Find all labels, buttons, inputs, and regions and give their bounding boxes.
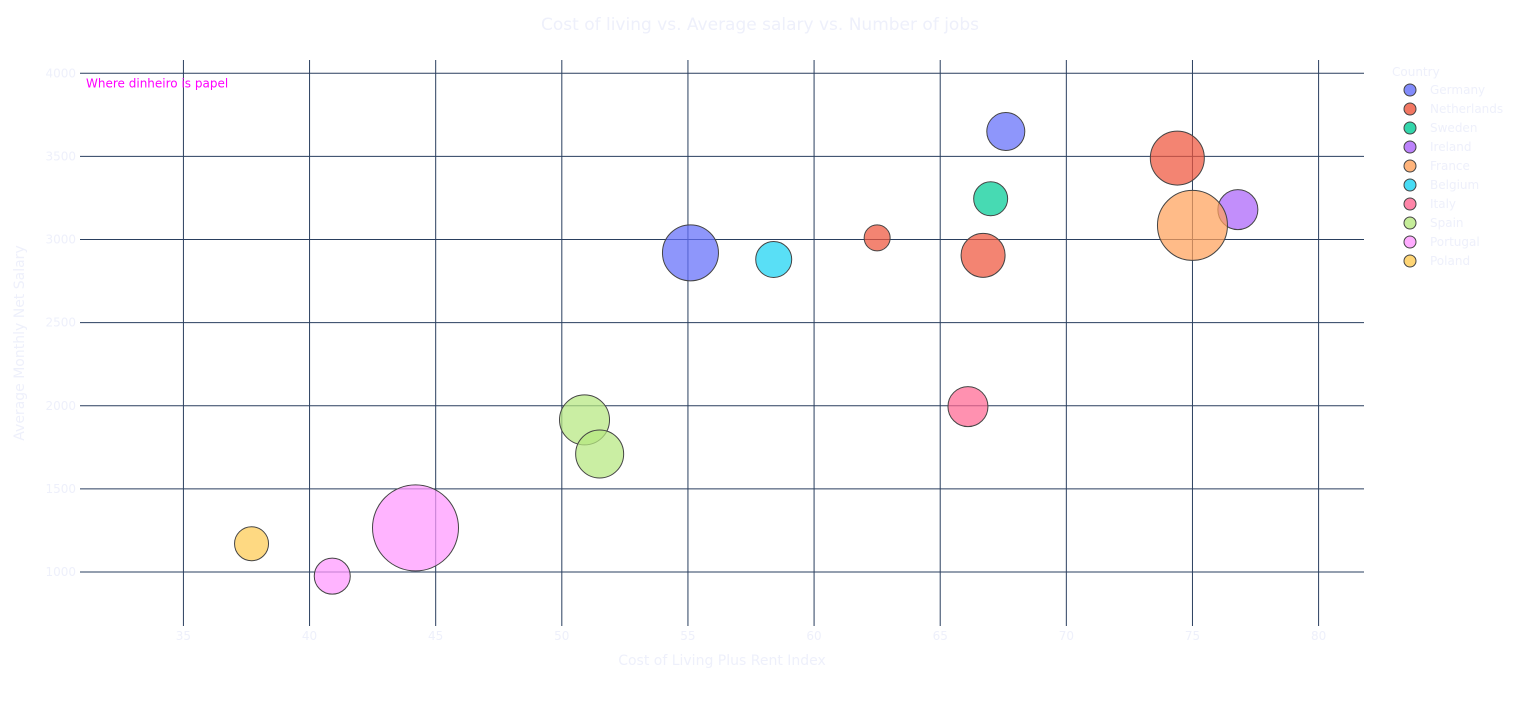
legend-label: Italy [1430,197,1456,211]
legend-title: Country [1392,65,1440,79]
bubble-italy-1[interactable] [947,386,989,428]
bubble-netherlands-1[interactable] [1149,130,1205,186]
x-axis-ticks: 35 40 45 50 55 60 65 70 75 80 [176,629,1326,643]
bubble-portugal-1[interactable] [372,484,460,572]
bubble-belgium-1[interactable] [755,240,793,278]
bubble-germany-2[interactable] [661,224,719,282]
legend-label: Germany [1430,83,1485,97]
legend-item-portugal[interactable]: Portugal [1403,235,1480,249]
bubble-sweden-1[interactable] [973,181,1009,217]
x-tick-label: 60 [806,629,821,643]
x-tick-label: 65 [933,629,948,643]
legend-item-belgium[interactable]: Belgium [1403,178,1479,192]
legend-marker [1403,83,1417,97]
legend-marker [1403,121,1417,135]
bubble-netherlands-2[interactable] [960,232,1006,278]
y-tick-label: 2500 [45,316,76,330]
legend-label: Ireland [1430,140,1472,154]
legend-marker [1403,102,1417,116]
bubble-portugal-2[interactable] [313,557,351,595]
x-axis-label: Cost of Living Plus Rent Index [618,653,826,669]
y-axis-ticks: 1000 1500 2000 2500 3000 3500 4000 [45,66,76,579]
annotation-label: Where dinheiro is papel [86,76,228,90]
legend-item-spain[interactable]: Spain [1403,216,1464,230]
legend-marker [1403,140,1417,154]
x-tick-label: 40 [302,629,317,643]
bubble-spain-2[interactable] [575,429,625,479]
legend-label: Netherlands [1430,102,1503,116]
bubble-netherlands-3[interactable] [863,224,891,252]
legend-label: Sweden [1430,121,1477,135]
y-tick-label: 2000 [45,399,76,413]
y-tick-label: 1000 [45,565,76,579]
legend-marker [1403,159,1417,173]
gridlines [80,60,1364,626]
legend-marker [1403,254,1417,268]
legend-item-poland[interactable]: Poland [1403,254,1470,268]
y-tick-label: 4000 [45,66,76,80]
chart-title: Cost of living vs. Average salary vs. Nu… [541,15,979,35]
legend-marker [1403,235,1417,249]
x-tick-label: 45 [428,629,443,643]
legend-item-ireland[interactable]: Ireland [1403,140,1472,154]
bubble-france-1[interactable] [1156,189,1228,261]
y-tick-label: 3500 [45,149,76,163]
legend-label: Belgium [1430,178,1479,192]
legend-item-france[interactable]: France [1403,159,1470,173]
bubble-poland-1[interactable] [234,526,270,562]
x-tick-label: 80 [1311,629,1326,643]
legend-item-germany[interactable]: Germany [1403,83,1485,97]
legend: Country Germany Netherlands Sweden Ireland F… [1392,65,1503,268]
x-tick-label: 70 [1059,629,1074,643]
legend-item-sweden[interactable]: Sweden [1403,121,1477,135]
x-tick-label: 55 [680,629,695,643]
legend-marker [1403,216,1417,230]
bubbles [234,111,1259,595]
y-axis-label: Average Monthly Net Salary [12,245,28,440]
legend-marker [1403,178,1417,192]
bubble-germany-1[interactable] [986,111,1026,151]
x-tick-label: 75 [1185,629,1200,643]
y-tick-label: 1500 [45,482,76,496]
legend-label: Spain [1430,216,1464,230]
x-tick-label: 50 [554,629,569,643]
legend-item-netherlands[interactable]: Netherlands [1403,102,1503,116]
x-tick-label: 35 [176,629,191,643]
legend-label: Portugal [1430,235,1480,249]
legend-label: Poland [1430,254,1470,268]
legend-marker [1403,197,1417,211]
legend-item-italy[interactable]: Italy [1403,197,1456,211]
legend-label: France [1430,159,1470,173]
y-tick-label: 3000 [45,233,76,247]
